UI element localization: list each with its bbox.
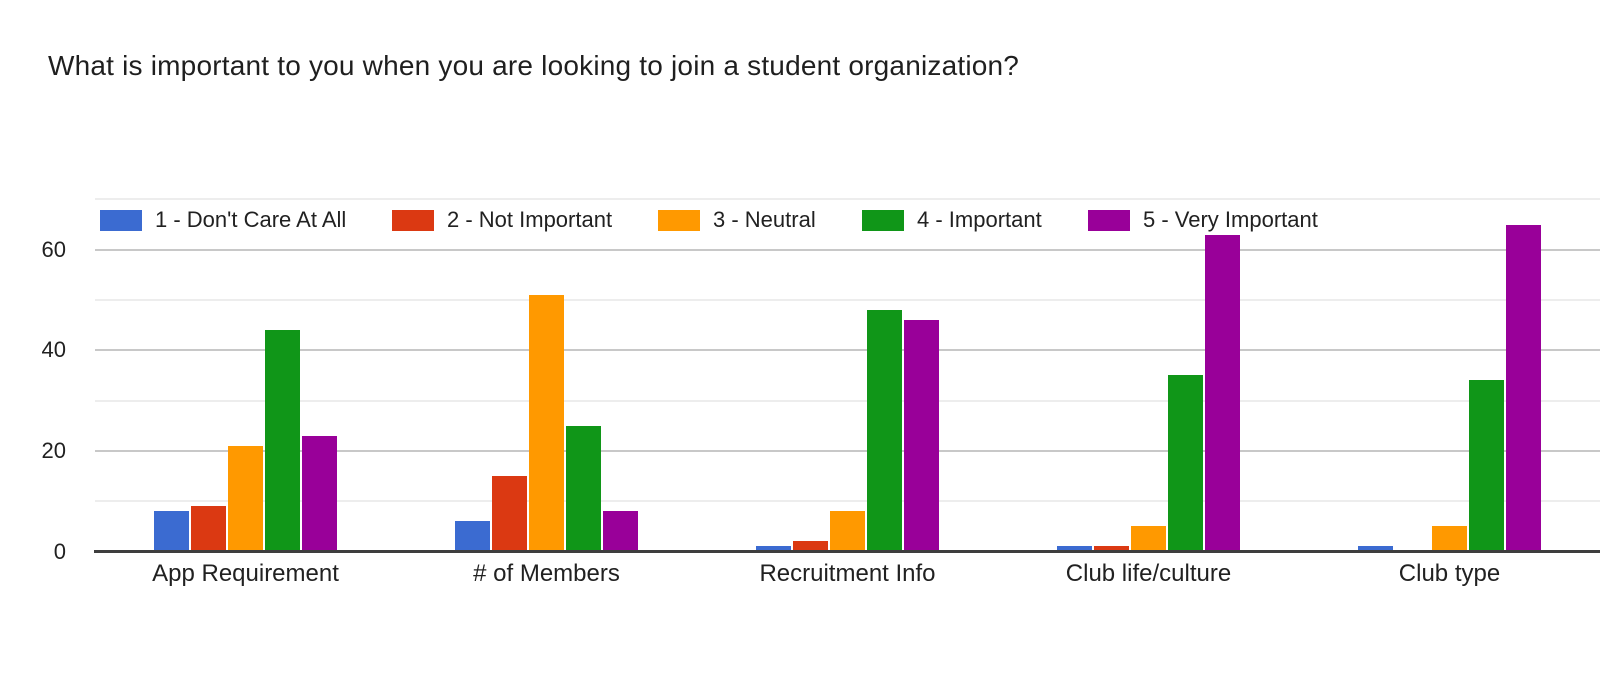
legend-item-4: 4 - Important bbox=[862, 208, 1042, 232]
bar-series1-app-requirement[interactable] bbox=[153, 511, 189, 552]
bar-series4-club-type[interactable] bbox=[1469, 380, 1505, 552]
bar-series1-club-type[interactable] bbox=[1357, 546, 1393, 552]
bar-series5-club-type[interactable] bbox=[1506, 224, 1542, 552]
legend-swatch-icon bbox=[862, 209, 904, 231]
bar-series2-app-requirement[interactable] bbox=[190, 506, 226, 552]
y-axis-tick-label: 60 bbox=[41, 236, 66, 262]
minor-gridline-50 bbox=[95, 299, 1600, 301]
legend-item-5: 5 - Very Important bbox=[1088, 208, 1318, 232]
bar-series3-club-type[interactable] bbox=[1432, 526, 1467, 552]
category-label: # of Members bbox=[473, 560, 620, 587]
bar-series2-club-life-culture[interactable] bbox=[1093, 546, 1129, 552]
minor-gridline-10 bbox=[95, 500, 1600, 503]
bar-series5-recruitment-info[interactable] bbox=[904, 320, 940, 552]
legend-item-label: 2 - Not Important bbox=[447, 207, 613, 232]
bar-series1-club-life-culture[interactable] bbox=[1056, 546, 1092, 552]
category-label: App Requirement bbox=[152, 560, 339, 587]
bar-series4-club-life-culture[interactable] bbox=[1168, 375, 1204, 552]
bar-series2-recruitment-info[interactable] bbox=[792, 541, 828, 552]
y-axis-tick-label: 0 bbox=[53, 538, 66, 564]
legend-item-label: 5 - Very Important bbox=[1143, 207, 1318, 232]
bar-series5--of-members[interactable] bbox=[603, 511, 639, 552]
legend-swatch-icon bbox=[658, 209, 700, 231]
bar-series3-app-requirement[interactable] bbox=[228, 445, 263, 552]
category-label: Club life/culture bbox=[1065, 560, 1232, 587]
legend-item-2: 2 - Not Important bbox=[392, 208, 612, 232]
major-gridline-40 bbox=[95, 349, 1600, 352]
x-axis-line bbox=[94, 549, 1600, 553]
y-axis-tick-label: 40 bbox=[41, 337, 66, 363]
bar-series5-app-requirement[interactable] bbox=[302, 435, 338, 552]
category-label: Recruitment Info bbox=[759, 560, 936, 587]
legend-item-3: 3 - Neutral bbox=[658, 208, 816, 232]
legend-item-label: 1 - Don't Care At All bbox=[155, 207, 347, 232]
question-title: What is important to you when you are lo… bbox=[48, 50, 1020, 81]
bar-series3--of-members[interactable] bbox=[529, 294, 564, 552]
bar-series5-club-life-culture[interactable] bbox=[1205, 234, 1241, 552]
minor-gridline-30 bbox=[95, 399, 1600, 402]
bar-series2--of-members[interactable] bbox=[491, 476, 527, 552]
bar-series1-recruitment-info[interactable] bbox=[755, 546, 791, 552]
major-gridline-20 bbox=[95, 449, 1600, 452]
bar-series4--of-members[interactable] bbox=[566, 425, 602, 552]
bar-series3-recruitment-info[interactable] bbox=[830, 511, 865, 552]
legend-swatch-icon bbox=[100, 209, 142, 231]
minor-gridline-70 bbox=[95, 198, 1600, 201]
category-label: Club type bbox=[1398, 560, 1501, 587]
legend-swatch-icon bbox=[392, 209, 434, 231]
bar-series4-recruitment-info[interactable] bbox=[867, 310, 903, 552]
major-gridline-60 bbox=[95, 248, 1600, 251]
bar-series1--of-members[interactable] bbox=[454, 521, 490, 552]
legend-item-1: 1 - Don't Care At All bbox=[100, 208, 346, 232]
y-axis-tick-label: 20 bbox=[41, 437, 66, 463]
bar-series3-club-life-culture[interactable] bbox=[1131, 526, 1166, 552]
legend-item-label: 3 - Neutral bbox=[713, 207, 816, 232]
legend-swatch-icon bbox=[1088, 209, 1130, 231]
bar-series4-app-requirement[interactable] bbox=[265, 330, 301, 552]
legend-item-label: 4 - Important bbox=[917, 207, 1042, 232]
